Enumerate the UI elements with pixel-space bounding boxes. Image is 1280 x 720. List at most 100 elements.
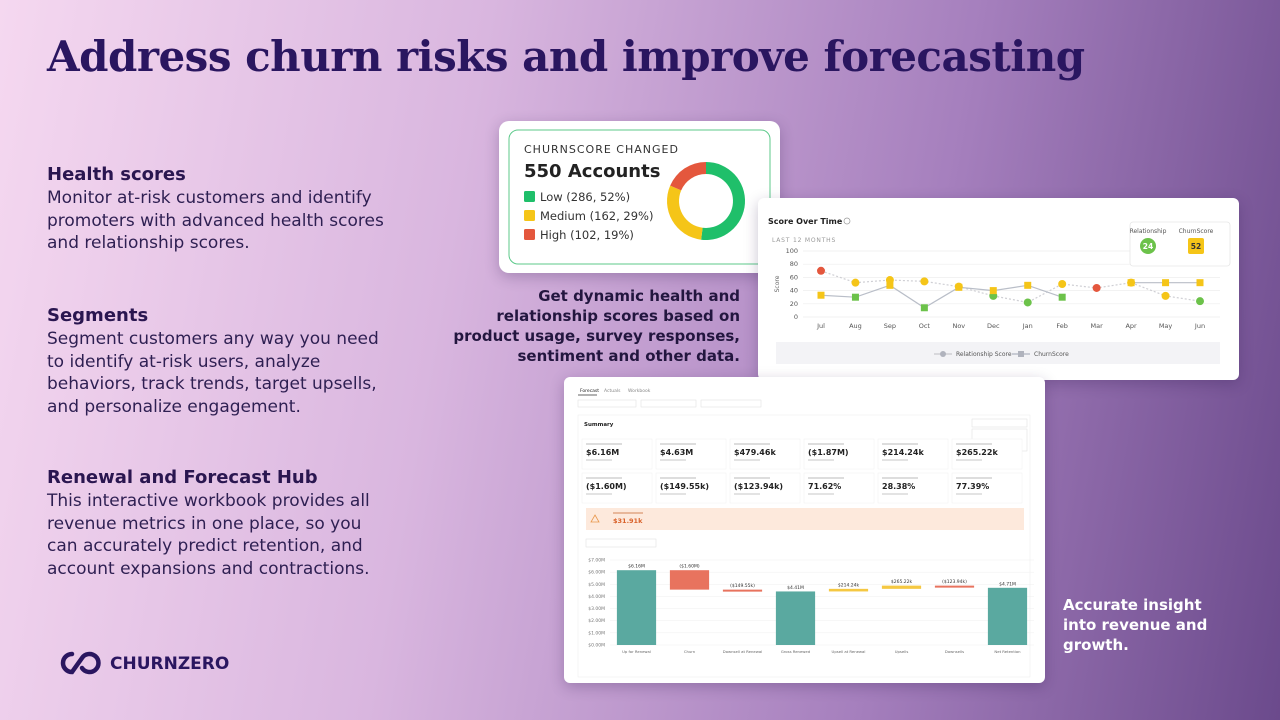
x-tick-label: Churn [684,649,696,654]
section-body: This interactive workbook provides all r… [47,491,370,579]
donut-segment [701,162,746,240]
metric-value: 28.38% [882,482,915,491]
legend-marker [1018,351,1024,357]
point [1092,283,1101,292]
point [886,281,894,289]
x-tick-label: Dec [987,322,1000,330]
tab: Forecast [580,388,599,394]
chart-dropdown [585,538,657,548]
metric-caption [734,443,770,445]
y-tick-label: $1.00M [588,630,605,636]
legend-label: High (102, 19%) [540,228,634,242]
metric-sub [734,493,760,495]
tooltip-value: 24 [1143,242,1153,251]
legend-swatch [524,191,535,202]
value-label: ($123.94k) [942,579,967,585]
metric-value: ($149.55k) [660,482,709,491]
alert-caption [613,512,643,514]
y-tick-label: 20 [790,300,798,308]
value-label: $6.16M [628,564,645,570]
metric-value: 77.39% [956,482,989,491]
tab: Workbook [628,388,651,394]
alert-value: $31.91k [613,517,643,525]
caption: Accurate insight into revenue and growth… [1063,596,1208,654]
point [817,291,825,299]
metric-caption [586,477,622,479]
y-tick-label: $0.00M [588,643,605,649]
metric-value: $6.16M [586,448,619,457]
y-tick-label: $7.00M [588,558,605,564]
section-body: Monitor at-risk customers and identify p… [47,188,384,253]
legend-label: Medium (162, 29%) [540,209,653,223]
x-tick-label: Up for Renewal [622,649,651,654]
metric-sub [586,493,612,495]
value-label: $4.41M [787,585,804,591]
point [1162,279,1170,287]
section-heading: Segments [47,305,149,326]
metric-sub [660,459,686,461]
y-tick-label: $2.00M [588,618,605,624]
legend-label: Relationship Score [956,351,1012,358]
card-headline: 550 Accounts [524,161,660,182]
y-tick-label: 80 [790,260,798,268]
dropdown [971,418,1028,428]
point [1127,279,1135,287]
series-line [820,270,1201,304]
tooltip-badge [1188,238,1204,254]
legend-swatch [524,210,535,221]
chart-title: Score Over Time [768,217,843,226]
metric-sub [956,493,982,495]
point [1196,279,1204,287]
value-label: $214.24k [838,582,860,588]
donut-segment [666,185,703,240]
legend-label: ChurnScore [1034,351,1069,358]
waterfall-bar [987,587,1028,645]
filter [577,399,637,408]
donut-segment [670,162,706,191]
x-tick-label: Feb [1056,322,1068,330]
legend-label: Low (286, 52%) [540,190,630,204]
section-heading: Health scores [47,164,186,185]
metric-caption [660,477,696,479]
waterfall-bar [934,585,975,588]
value-label: ($1.60M) [679,564,700,570]
churn-card: CHURNSCORE CHANGED 550 Accounts Low (286… [499,121,780,273]
y-tick-label: $3.00M [588,606,605,612]
value-label: $4.71M [999,581,1016,587]
y-tick-label: 0 [794,313,798,321]
filter [640,399,697,408]
point [920,304,928,312]
metric-sub [882,493,908,495]
tooltip-value: 52 [1191,242,1201,251]
caption: Get dynamic health and relationship scor… [453,287,740,365]
section: Segments Segment customers any way you n… [47,305,397,418]
tab: Actuals [604,388,621,394]
card-border [508,129,771,265]
waterfall-bar [616,570,657,645]
point [989,287,997,295]
metric-sub [808,459,834,461]
logo-text: CHURNZERO [110,654,229,674]
metric-caption [808,477,844,479]
legend-swatch [524,229,535,240]
metric-sub [956,459,982,461]
y-tick-label: 40 [790,287,798,295]
metric-caption [660,443,696,445]
point [1024,281,1032,289]
legend-marker [940,351,946,357]
metric-caption [734,477,770,479]
tooltip-label: Relationship [1130,228,1167,235]
x-tick-label: Apr [1125,322,1137,330]
waterfall-bar [669,570,710,590]
tooltip-label: ChurnScore [1179,228,1214,235]
metric-value: $265.22k [956,448,998,457]
x-tick-label: Oct [919,322,931,330]
x-tick-label: Sep [884,322,896,330]
waterfall-bar [828,588,869,592]
y-tick-label: 100 [786,247,798,255]
waterfall-bar [775,591,816,645]
section-body: Segment customers any way you need to id… [47,329,379,417]
alert [586,508,1024,530]
x-tick-label: Mar [1091,322,1104,330]
